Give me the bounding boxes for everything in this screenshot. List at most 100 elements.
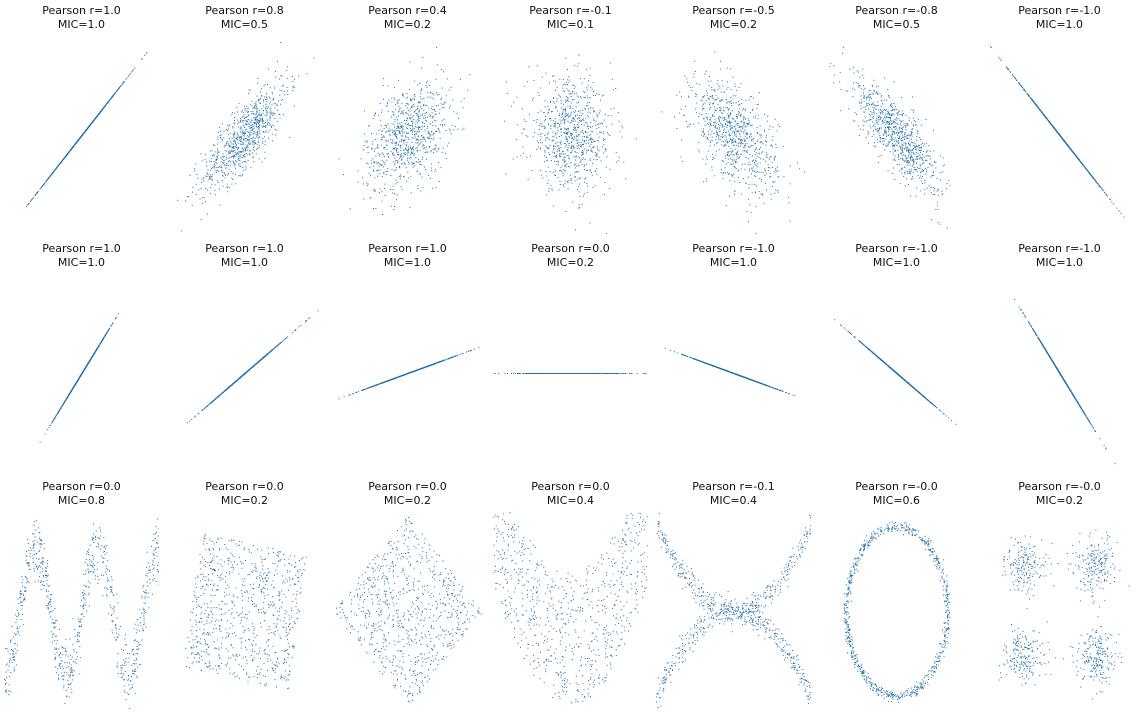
scatter-point bbox=[1013, 75, 1014, 77]
scatter-point bbox=[719, 122, 721, 124]
scatter-point bbox=[373, 169, 374, 171]
scatter-point bbox=[894, 158, 895, 160]
scatter-point bbox=[205, 154, 207, 156]
scatter-point bbox=[936, 205, 938, 207]
scatter-point bbox=[597, 146, 598, 148]
scatter-point bbox=[537, 112, 539, 114]
scatter-point bbox=[717, 135, 719, 137]
scatter-point bbox=[222, 175, 224, 177]
scatter-point bbox=[607, 132, 608, 134]
scatter-point bbox=[412, 128, 414, 130]
scatter-point bbox=[756, 185, 758, 187]
scatter-point bbox=[401, 125, 402, 127]
scatter-point bbox=[540, 139, 542, 141]
scatter-point bbox=[734, 120, 736, 122]
scatter-point bbox=[906, 164, 908, 166]
scatter-point bbox=[868, 96, 870, 98]
scatter-point bbox=[371, 133, 372, 134]
scatter-point bbox=[896, 140, 898, 142]
scatter-point bbox=[429, 85, 430, 87]
scatter-point bbox=[212, 144, 214, 146]
scatter-point bbox=[405, 147, 407, 149]
scatter-point bbox=[730, 138, 731, 140]
scatter-point bbox=[558, 94, 560, 96]
scatter-point bbox=[870, 93, 872, 95]
scatter-point bbox=[714, 126, 716, 128]
scatter-point bbox=[250, 137, 252, 139]
scatter-point bbox=[551, 140, 553, 142]
scatter-point bbox=[906, 149, 908, 151]
scatter-point bbox=[575, 151, 576, 153]
scatter-point bbox=[715, 121, 717, 123]
scatter-point bbox=[596, 113, 598, 115]
scatter-point bbox=[933, 187, 935, 189]
scatter-point bbox=[243, 125, 245, 127]
scatter-point bbox=[707, 150, 709, 152]
scatter-point bbox=[381, 111, 383, 113]
scatter-point bbox=[746, 211, 748, 213]
scatter-point bbox=[875, 146, 877, 148]
scatter-point bbox=[739, 182, 741, 183]
scatter-point bbox=[240, 137, 242, 139]
scatter-point bbox=[754, 191, 756, 193]
scatter-point bbox=[207, 189, 209, 191]
scatter-point bbox=[554, 123, 556, 124]
scatter-point bbox=[373, 161, 375, 163]
scatter-point bbox=[603, 152, 605, 154]
scatter-point bbox=[909, 172, 911, 174]
scatter-point bbox=[747, 176, 749, 178]
scatter-point bbox=[431, 117, 433, 119]
scatter-point bbox=[269, 97, 271, 99]
scatter-point bbox=[386, 171, 388, 172]
scatter-point bbox=[877, 104, 879, 106]
scatter-point bbox=[220, 137, 222, 139]
scatter-point bbox=[396, 151, 398, 153]
scatter-point bbox=[430, 177, 431, 179]
scatter-point bbox=[888, 128, 890, 130]
scatter-point bbox=[426, 105, 428, 106]
scatter-point bbox=[220, 136, 221, 138]
scatter-point bbox=[421, 135, 423, 137]
scatter-point bbox=[908, 162, 910, 164]
scatter-point bbox=[220, 161, 222, 163]
scatter-point bbox=[408, 117, 410, 119]
scatter-point bbox=[913, 167, 915, 168]
scatter-point bbox=[411, 98, 413, 100]
scatter-point bbox=[406, 118, 408, 120]
scatter-point bbox=[706, 90, 708, 92]
scatter-point bbox=[771, 186, 773, 187]
scatter-point bbox=[583, 140, 585, 142]
scatter-point bbox=[416, 109, 418, 110]
scatter-point bbox=[734, 193, 735, 195]
scatter-point bbox=[917, 130, 919, 132]
scatter-point bbox=[596, 155, 598, 157]
scatter-point bbox=[755, 161, 757, 162]
scatter-point bbox=[567, 131, 569, 133]
scatter-point bbox=[194, 170, 196, 172]
scatter-point bbox=[728, 145, 730, 147]
scatter-point bbox=[416, 130, 418, 132]
scatter-point bbox=[743, 124, 745, 126]
scatter-point bbox=[419, 161, 421, 163]
scatter-point bbox=[244, 155, 246, 157]
scatter-point bbox=[748, 170, 750, 172]
scatter-point bbox=[718, 136, 720, 138]
scatter-point bbox=[734, 141, 736, 143]
scatter-point bbox=[256, 130, 258, 132]
scatter-point bbox=[731, 163, 733, 165]
scatter-point bbox=[591, 88, 593, 90]
scatter-point bbox=[709, 145, 711, 147]
scatter-point bbox=[211, 176, 213, 177]
scatter-point bbox=[930, 158, 932, 160]
scatter-point bbox=[237, 148, 239, 150]
scatter-point bbox=[216, 158, 218, 160]
scatter-point bbox=[714, 118, 716, 120]
scatter-point bbox=[551, 111, 553, 112]
scatter-point bbox=[561, 113, 563, 115]
scatter-point bbox=[769, 172, 771, 174]
scatter-point bbox=[256, 123, 258, 125]
scatter-point bbox=[771, 144, 772, 146]
scatter-point bbox=[248, 126, 250, 128]
scatter-point bbox=[123, 81, 125, 82]
scatter-point bbox=[399, 126, 401, 128]
